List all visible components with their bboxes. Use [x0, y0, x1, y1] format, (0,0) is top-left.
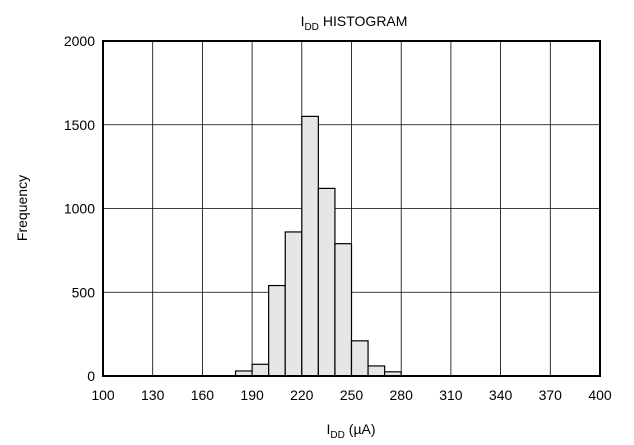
x-tick-label: 310	[439, 387, 463, 403]
histogram-bar	[334, 243, 353, 377]
x-tick-label: 160	[191, 387, 215, 403]
chart-title: IDD HISTOGRAM	[301, 13, 408, 33]
x-tick-label: 250	[340, 387, 364, 403]
x-tick-label: 370	[539, 387, 563, 403]
y-tick-label: 500	[72, 284, 96, 300]
y-tick-labels: 0 500 1000 1500 2000	[64, 33, 95, 384]
histogram-bar	[251, 363, 270, 377]
y-tick-label: 1500	[64, 117, 95, 133]
x-tick-label: 340	[489, 387, 513, 403]
histogram-bar	[284, 231, 303, 377]
x-tick-label: 130	[141, 387, 165, 403]
x-tick-label: 100	[91, 387, 115, 403]
x-tick-label: 280	[390, 387, 414, 403]
y-tick-label: 1000	[64, 201, 95, 217]
title-symbol: I	[301, 13, 305, 29]
xlabel-symbol: I	[326, 421, 330, 437]
y-axis-label: Frequency	[14, 175, 30, 241]
xlabel-subscript: DD	[330, 430, 344, 441]
plot-frame	[102, 40, 601, 377]
histogram-bar	[350, 340, 369, 377]
histogram-bar	[268, 284, 286, 377]
title-text: HISTOGRAM	[323, 13, 408, 29]
histogram-bar	[301, 115, 319, 377]
histogram-bar	[317, 187, 336, 377]
xlabel-unit: (µA)	[349, 421, 376, 437]
x-tick-labels: 100 130 160 190 220 250 280 310 340 370 400	[91, 387, 612, 403]
x-tick-label: 190	[240, 387, 264, 403]
x-tick-label: 220	[290, 387, 314, 403]
title-subscript: DD	[304, 22, 318, 33]
x-axis-label: IDD (µA)	[326, 421, 375, 441]
y-tick-label: 2000	[64, 33, 95, 49]
y-tick-label: 0	[87, 368, 95, 384]
x-tick-label: 400	[588, 387, 612, 403]
bars	[234, 115, 402, 377]
histogram-bar	[367, 365, 386, 377]
